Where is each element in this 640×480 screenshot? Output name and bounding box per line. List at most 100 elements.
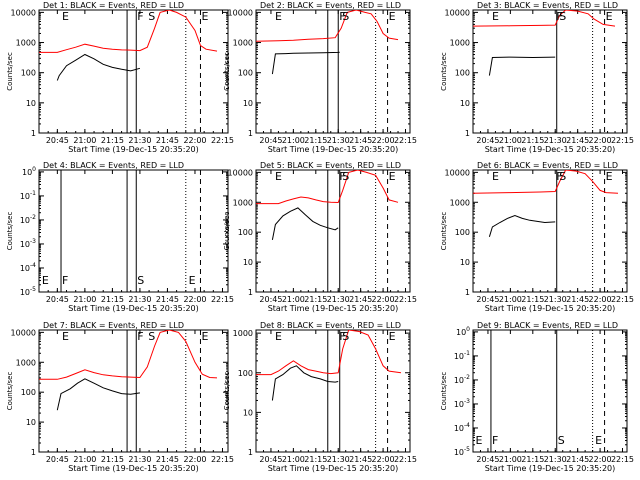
y-tick-label: 10000 — [445, 168, 470, 177]
marker-label-e: E — [189, 274, 196, 287]
x-tick-label: 22:15 — [211, 295, 234, 304]
x-tick-label: 22:15 — [394, 295, 417, 304]
marker-label-s: S — [137, 274, 144, 287]
y-tick-label: 10000 — [445, 8, 470, 17]
panel-title: Det 1: BLACK = Events, RED = LLD — [43, 1, 184, 10]
marker-label-s: S — [342, 330, 349, 343]
x-axis-label: Start Time (19-Dec-15 20:35:20) — [68, 304, 199, 313]
y-axis-label: Counts/sec — [223, 372, 231, 411]
x-tick-label: 21:00 — [282, 136, 305, 145]
x-tick-label: 21:15 — [101, 295, 124, 304]
plot-frame — [38, 169, 229, 293]
events-series-line — [271, 51, 340, 75]
x-tick-label: 20:45 — [476, 136, 499, 145]
y-tick-label: 1 — [465, 288, 470, 297]
marker-label-e: E — [606, 10, 613, 23]
x-axis-label: Start Time (19-Dec-15 20:35:20) — [485, 464, 616, 473]
panel-title: Det 7: BLACK = Events, RED = LLD — [43, 321, 184, 330]
x-tick-label: 22:00 — [589, 136, 612, 145]
x-tick-label: 22:15 — [211, 136, 234, 145]
marker-label-e: E — [201, 10, 208, 23]
plot-frame — [255, 169, 411, 293]
x-tick-label: 22:15 — [394, 455, 417, 464]
x-tick-label: 20:45 — [46, 455, 69, 464]
x-tick-label: 20:45 — [46, 136, 69, 145]
y-tick-label: 100 — [456, 326, 470, 337]
y-tick-label: 100 — [21, 388, 36, 397]
x-tick-label: 21:30 — [544, 136, 567, 145]
x-axis-label: Start Time (19-Dec-15 20:35:20) — [485, 304, 616, 313]
x-tick-label: 21:45 — [156, 295, 179, 304]
x-tick-label: 21:15 — [304, 295, 327, 304]
lld-series-line — [473, 170, 619, 194]
marker-label-e: E — [201, 330, 208, 343]
y-tick-label: 10-2 — [20, 214, 36, 225]
y-tick-label: 1 — [465, 129, 470, 138]
y-tick-label: 100 — [21, 69, 36, 78]
x-tick-label: 21:00 — [73, 295, 96, 304]
x-tick-label: 21:45 — [566, 295, 589, 304]
x-tick-label: 22:00 — [372, 455, 395, 464]
panel-title: Det 9: BLACK = Events, RED = LLD — [477, 321, 618, 330]
marker-label-s: S — [559, 10, 566, 23]
y-tick-label: 1000 — [16, 358, 36, 367]
y-tick-label: 10-3 — [20, 238, 36, 249]
x-axis-label: Start Time (19-Dec-15 20:35:20) — [268, 304, 399, 313]
x-axis-label: Start Time (19-Dec-15 20:35:20) — [485, 145, 616, 154]
marker-label-f: F — [492, 434, 498, 447]
x-tick-label: 21:30 — [327, 295, 350, 304]
panel-det-1: Det 1: BLACK = Events, RED = LLD 20:45 21:… — [6, 1, 234, 154]
panel-title: Det 8: BLACK = Events, RED = LLD — [260, 321, 401, 330]
lld-series-line — [256, 170, 399, 205]
y-tick-label: 1000 — [450, 198, 470, 207]
marker-label-e: E — [275, 10, 282, 23]
y-tick-label: 10000 — [11, 328, 36, 337]
y-tick-label: 10 — [26, 418, 36, 427]
x-tick-label: 22:00 — [589, 455, 612, 464]
y-tick-label: 10 — [460, 99, 470, 108]
x-tick-label: 21:00 — [282, 455, 305, 464]
x-tick-label: 21:45 — [349, 136, 372, 145]
x-tick-label: 20:45 — [259, 136, 282, 145]
marker-label-s: S — [148, 10, 155, 23]
marker-label-f: F — [339, 10, 345, 23]
marker-label-s: S — [559, 170, 566, 183]
y-tick-label: 10 — [460, 258, 470, 267]
y-tick-label: 10000 — [228, 168, 253, 177]
x-axis-label: Start Time (19-Dec-15 20:35:20) — [68, 464, 199, 473]
events-series-line — [488, 214, 556, 237]
marker-label-e: E — [492, 10, 499, 23]
y-tick-label: 1 — [248, 129, 253, 138]
x-tick-label: 20:45 — [259, 455, 282, 464]
x-tick-label: 21:00 — [73, 136, 96, 145]
x-tick-label: 21:30 — [327, 455, 350, 464]
x-tick-label: 21:15 — [101, 455, 124, 464]
y-tick-label: 10-4 — [20, 262, 36, 273]
x-tick-label: 21:30 — [544, 295, 567, 304]
x-tick-label: 22:15 — [611, 136, 634, 145]
x-tick-label: 22:00 — [589, 295, 612, 304]
y-tick-label: 100 — [238, 69, 253, 78]
y-tick-label: 10-5 — [454, 446, 470, 457]
x-tick-label: 21:15 — [101, 136, 124, 145]
x-tick-label: 21:30 — [544, 455, 567, 464]
x-tick-label: 21:00 — [499, 295, 522, 304]
x-tick-label: 21:00 — [282, 295, 305, 304]
y-tick-label: 10 — [243, 258, 253, 267]
y-tick-label: 100 — [455, 69, 470, 78]
marker-label-e: E — [389, 10, 396, 23]
x-tick-label: 21:15 — [521, 136, 544, 145]
y-tick-label: 1000 — [233, 198, 253, 207]
plot-frame — [472, 9, 628, 134]
plot-frame — [472, 169, 628, 293]
lld-series-line — [473, 10, 616, 27]
y-tick-label: 1000 — [450, 39, 470, 48]
x-axis-label: Start Time (19-Dec-15 20:35:20) — [268, 145, 399, 154]
marker-label-f: F — [137, 330, 143, 343]
x-axis-label: Start Time (19-Dec-15 20:35:20) — [68, 145, 199, 154]
marker-label-e: E — [389, 330, 396, 343]
